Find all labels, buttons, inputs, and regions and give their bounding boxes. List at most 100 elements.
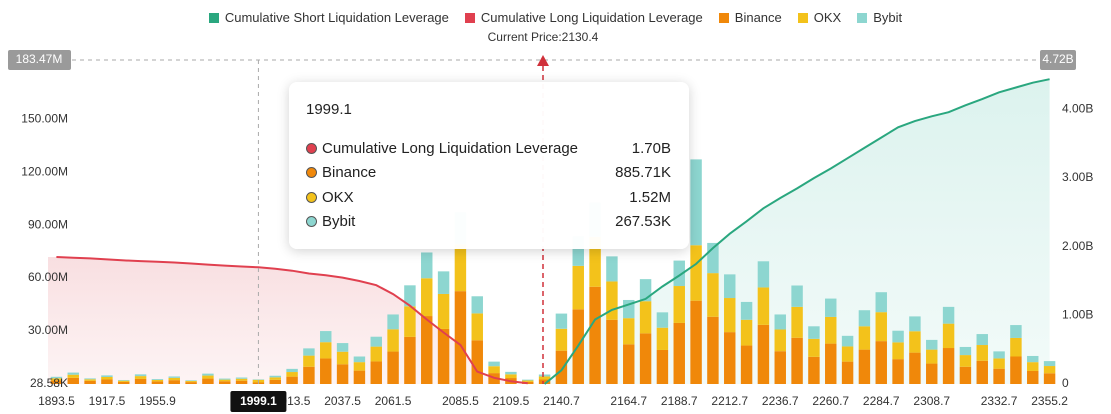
bar-segment xyxy=(572,265,584,310)
bar-segment xyxy=(421,278,433,317)
bar-segment xyxy=(185,381,197,383)
bar-segment xyxy=(942,306,955,324)
bar-segment xyxy=(1043,361,1056,367)
current-price-label: Current Price:2130.4 xyxy=(488,30,599,44)
tooltip-title: 1999.1 xyxy=(306,101,352,118)
bar-segment xyxy=(1010,337,1022,357)
bar-segment xyxy=(825,298,837,317)
tooltip-dot xyxy=(306,191,317,203)
bar-segment xyxy=(875,312,887,342)
bar-segment xyxy=(673,260,685,287)
bar-segment xyxy=(151,379,164,380)
y-tick-label: 90.00M xyxy=(28,217,68,231)
bar-segment xyxy=(118,380,130,382)
bar-segment xyxy=(320,331,332,343)
bar-segment xyxy=(269,377,281,380)
bar-segment xyxy=(740,319,753,346)
bar-segment xyxy=(235,380,248,384)
x-tick-label: 1955.9 xyxy=(139,394,176,408)
y2-tick-label: 4.00B xyxy=(1062,102,1093,116)
bar-segment xyxy=(50,378,63,381)
tooltip-dot xyxy=(306,216,317,227)
bar-segment xyxy=(303,355,315,367)
bar-segment xyxy=(286,368,298,373)
bar-segment xyxy=(724,274,736,299)
bar-segment xyxy=(740,345,753,384)
y-tick-label: 150.00M xyxy=(21,111,68,125)
bar-segment xyxy=(707,273,719,317)
bar-segment xyxy=(993,368,1005,384)
bar-segment xyxy=(538,376,551,380)
line xyxy=(543,78,1050,385)
bar-segment xyxy=(505,374,517,379)
bar-segment xyxy=(421,252,433,279)
area xyxy=(48,257,543,384)
bar-segment xyxy=(50,376,63,379)
bar-segment xyxy=(454,244,467,292)
bar-segment xyxy=(134,376,147,379)
y2-tick-label: 2.00B xyxy=(1062,239,1093,253)
y-tick-label: 30.00M xyxy=(28,323,68,337)
bar-segment xyxy=(353,362,366,371)
tooltip-value: 1.70B xyxy=(631,139,671,157)
bar-segment xyxy=(572,236,584,266)
bar-segment xyxy=(606,319,618,384)
bar-segment xyxy=(639,333,652,384)
bar-segment xyxy=(892,342,904,360)
bar-segment xyxy=(774,329,786,352)
bar-segment xyxy=(959,366,972,384)
bar-segment xyxy=(471,296,483,314)
bar-segment xyxy=(437,328,450,384)
legend-swatch xyxy=(464,12,475,23)
bar-segment xyxy=(909,316,921,332)
bar-segment xyxy=(269,375,281,378)
bar-segment xyxy=(690,159,702,246)
bar-segment xyxy=(1043,366,1056,374)
bar-segment xyxy=(841,346,854,362)
bar-segment xyxy=(589,286,601,384)
bar-segment xyxy=(639,279,652,302)
legend-label: Bybit xyxy=(873,10,903,25)
bar-segment xyxy=(219,379,231,382)
bar-segment xyxy=(370,361,382,384)
bar-segment xyxy=(909,331,921,353)
bar-segment xyxy=(1010,356,1022,384)
y2-tick-label: 4.72B xyxy=(1042,52,1073,66)
x-tick-label: 2284.7 xyxy=(863,394,900,408)
x-tick-label: 2355.2 xyxy=(1031,394,1068,408)
bar-segment xyxy=(219,381,231,384)
legend-label: Cumulative Long Liquidation Leverage xyxy=(480,10,703,25)
bar-segment xyxy=(303,366,315,384)
bar-segment xyxy=(942,323,955,349)
tooltip-dot xyxy=(306,142,317,154)
x-tick-label: 1893.5 xyxy=(38,394,75,408)
legend-swatch xyxy=(208,12,219,23)
bar-segment xyxy=(269,379,281,384)
x-tick-label: 2085.5 xyxy=(442,394,479,408)
bar-segment xyxy=(606,281,618,320)
bar-segment xyxy=(841,335,854,347)
bar-segment xyxy=(538,374,551,377)
bar-segment xyxy=(336,343,349,352)
bar-segment xyxy=(808,338,820,357)
tooltip-name: OKX xyxy=(322,188,354,206)
bar-segment xyxy=(875,341,887,384)
bar-segment xyxy=(623,344,635,384)
bar-segment xyxy=(387,314,399,330)
bar-segment xyxy=(118,381,130,384)
bar-segment xyxy=(151,381,164,384)
legend-label: OKX xyxy=(813,10,842,25)
bar-segment xyxy=(286,376,298,384)
bar-segment xyxy=(134,378,147,384)
y-badge xyxy=(8,50,71,70)
bar-segment xyxy=(471,340,483,384)
legend: Cumulative Short Liquidation Leverage Cum… xyxy=(0,10,1111,25)
bar-segment xyxy=(791,337,803,384)
bar-segment xyxy=(724,332,736,384)
bar-segment xyxy=(134,374,147,377)
tooltip-value: 1.52M xyxy=(629,188,671,206)
bar-segment xyxy=(320,358,332,384)
bar-segment xyxy=(673,286,685,323)
bar-segment xyxy=(202,375,214,379)
